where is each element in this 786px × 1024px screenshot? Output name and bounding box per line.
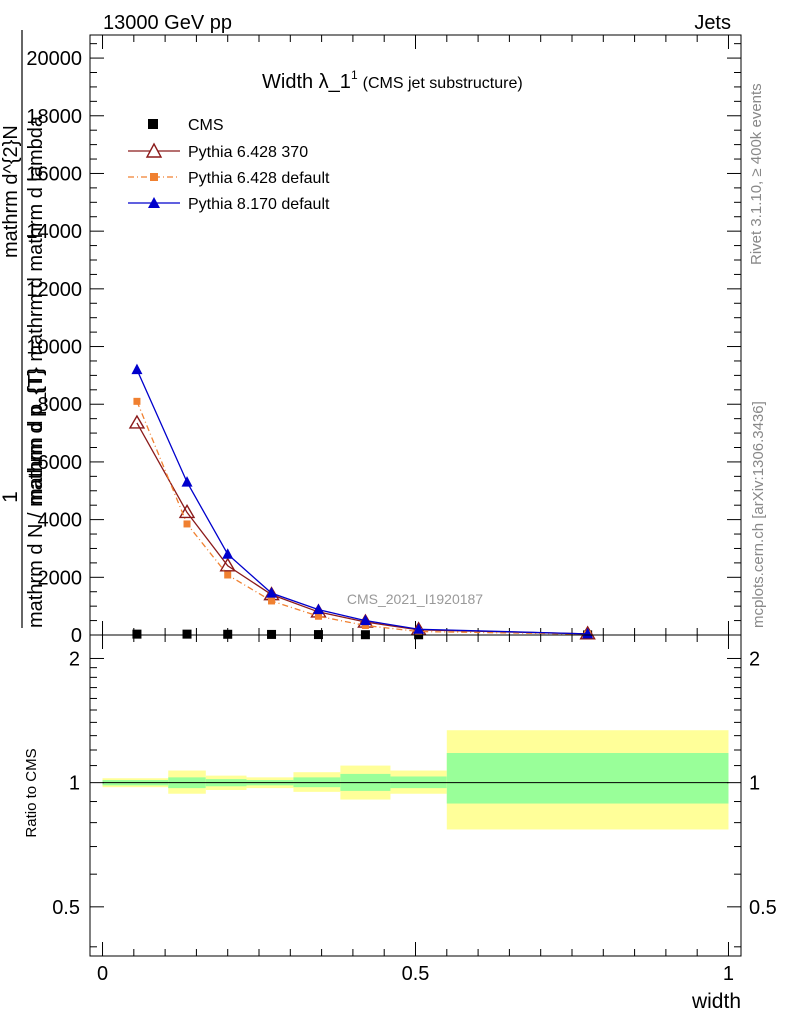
p6-370-point bbox=[128, 414, 146, 429]
main-y-ticks: 0 2000 4000 6000 8000 10000 12000 14000 16000 180… bbox=[26, 43, 741, 647]
p8-default-point bbox=[413, 623, 425, 634]
ratio-y-tick-label-right: 2 bbox=[749, 648, 760, 670]
chart-title-main: Width λ_1 bbox=[262, 71, 351, 93]
y-tick-label: 0 bbox=[71, 625, 82, 647]
p8-default-point bbox=[181, 476, 193, 487]
x-tick-label: 1 bbox=[723, 963, 734, 985]
ratio-y-tick-label: 1 bbox=[69, 773, 80, 795]
ratio-ylabel: Ratio to CMS bbox=[23, 748, 40, 837]
header-left: 13000 GeV pp bbox=[103, 12, 232, 34]
x-tick-label: 0 bbox=[97, 963, 108, 985]
ratio-y-ticks: 0.5 0.5 1 1 2 2 bbox=[52, 648, 777, 948]
watermark: CMS_2021_I1920187 bbox=[347, 591, 483, 607]
ratio-y-tick-label-right: 1 bbox=[749, 773, 760, 795]
p8-default-point bbox=[359, 614, 371, 626]
legend-label-cms: CMS bbox=[188, 117, 224, 134]
rivet-label: Rivet 3.1.10, ≥ 400k events bbox=[748, 83, 765, 265]
y-tick-label: 8000 bbox=[38, 394, 83, 416]
cms-data-point bbox=[223, 629, 233, 639]
x-tick-label: 0.5 bbox=[402, 963, 430, 985]
cms-data-point bbox=[132, 629, 142, 639]
ylabel-line2: mathrm d p_{T} mathrm d mathrm d lambda bbox=[25, 115, 47, 505]
y-tick-label: 20000 bbox=[26, 48, 82, 70]
main-panel: 0 2000 4000 6000 8000 10000 12000 14000 16000 180… bbox=[26, 34, 742, 647]
p8-default-point bbox=[312, 603, 324, 615]
p6-default-point bbox=[133, 397, 141, 405]
legend-marker-p6-370 bbox=[145, 142, 163, 158]
ratio-panel: 0.5 0.51 12 2 0 0.5 1 Ratio to CMS bbox=[23, 634, 777, 985]
p6-default-point bbox=[183, 520, 191, 528]
y-tick-label: 10000 bbox=[26, 337, 82, 359]
cms-data-point bbox=[267, 629, 277, 639]
y-tick-label: 6000 bbox=[38, 452, 83, 474]
ratio-x-ticks: 0 0.5 1 bbox=[97, 635, 734, 985]
series-line bbox=[136, 401, 588, 635]
y-tick-label: 4000 bbox=[38, 510, 83, 532]
x-axis-label: width bbox=[691, 990, 741, 1013]
p8-default-point bbox=[131, 363, 143, 375]
cms-data-point bbox=[182, 629, 192, 639]
p8-default-point bbox=[582, 627, 594, 639]
y-tick-label: 14000 bbox=[26, 221, 82, 243]
legend-label-p6-370: Pythia 6.428 370 bbox=[188, 144, 308, 161]
mcplots-label: mcplots.cern.ch [arXiv:1306.3436] bbox=[750, 401, 767, 628]
y-tick-label: 18000 bbox=[26, 106, 82, 128]
ratio-y-tick-label: 0.5 bbox=[52, 897, 80, 919]
ratio-band-green bbox=[446, 753, 729, 804]
legend-marker-cms bbox=[148, 119, 158, 129]
p6-370-point bbox=[178, 504, 196, 519]
chart-title-sub: (CMS jet substructure) bbox=[363, 75, 523, 92]
series-line bbox=[136, 369, 588, 635]
ylabel-line1: mathrm d^{2}N bbox=[0, 125, 22, 258]
y-tick-label: 2000 bbox=[38, 567, 83, 589]
legend-label-p8-default: Pythia 8.170 default bbox=[188, 196, 330, 213]
series-line bbox=[136, 422, 588, 635]
legend-label-p6-default: Pythia 6.428 default bbox=[188, 170, 330, 187]
p6-default-point bbox=[268, 597, 276, 605]
legend: CMS Pythia 6.428 370 Pythia 6.428 defaul… bbox=[128, 117, 330, 213]
p8-default-point bbox=[266, 587, 278, 598]
main-x-ticks bbox=[102, 35, 729, 635]
p6-default-point bbox=[224, 571, 232, 579]
p6-370-point bbox=[219, 557, 236, 572]
ylabel-frac-den: mathrm d N / mathrm d p_{T} bbox=[25, 369, 47, 628]
ratio-bands bbox=[102, 730, 729, 830]
chart-title-sup: 1 bbox=[351, 68, 358, 82]
ylabel-frac-num: 1 bbox=[0, 491, 22, 503]
header-right: Jets bbox=[694, 12, 731, 34]
chart-title: Width λ_11 (CMS jet substructure) bbox=[262, 68, 523, 93]
legend-marker-p8-default bbox=[148, 197, 160, 208]
ratio-y-tick-label-right: 0.5 bbox=[749, 897, 777, 919]
p6-default-point bbox=[361, 621, 369, 629]
y-tick-label: 12000 bbox=[26, 279, 82, 301]
ratio-y-tick-label: 2 bbox=[69, 648, 80, 670]
y-tick-label: 16000 bbox=[26, 163, 82, 185]
p8-default-point bbox=[222, 548, 234, 559]
p6-default-point bbox=[314, 612, 322, 620]
legend-marker-p6-default bbox=[150, 173, 158, 181]
